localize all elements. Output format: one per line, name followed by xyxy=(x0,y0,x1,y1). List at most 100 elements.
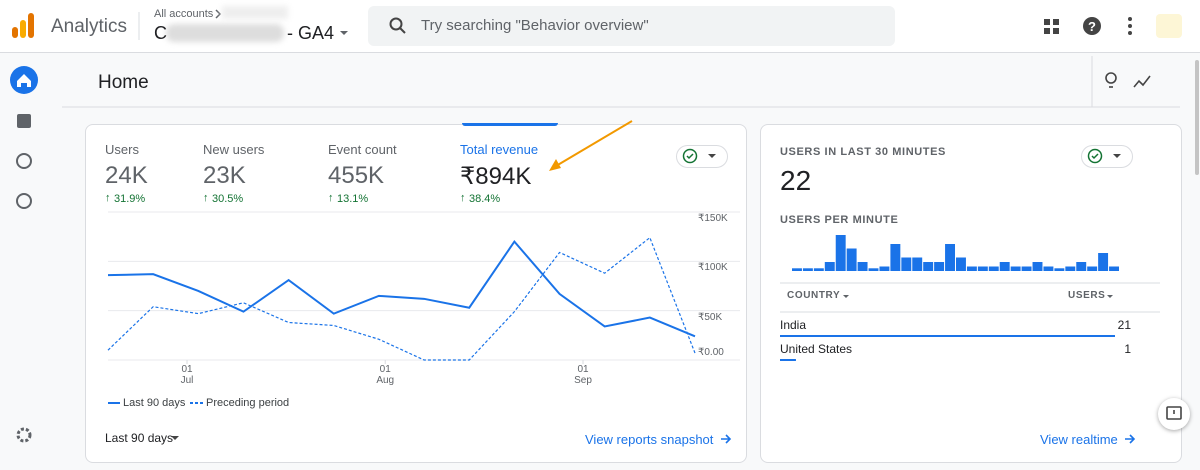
bar-title: USERS PER MINUTE xyxy=(780,214,899,226)
feedback-button[interactable] xyxy=(1158,398,1190,430)
apps-icon[interactable] xyxy=(1044,19,1059,34)
redacted xyxy=(222,6,288,19)
bar xyxy=(966,266,977,271)
search-box[interactable] xyxy=(368,6,895,46)
country-name[interactable]: United States xyxy=(780,342,853,356)
bar xyxy=(988,266,999,271)
search-icon xyxy=(389,17,403,31)
snapshot-link[interactable]: View reports snapshot xyxy=(585,432,714,447)
breadcrumb[interactable]: All accounts xyxy=(154,8,214,20)
line-series xyxy=(107,236,696,361)
realtime-link[interactable]: View realtime xyxy=(1040,432,1118,447)
metric-label[interactable]: New users xyxy=(203,142,265,157)
y-tick-label: ₹150K xyxy=(698,213,728,224)
nav-settings[interactable] xyxy=(16,427,32,443)
realtime-total: 22 xyxy=(780,165,812,196)
y-tick-label: ₹50K xyxy=(698,311,723,323)
insights-icon[interactable] xyxy=(1105,72,1117,84)
nav-advertising[interactable] xyxy=(16,193,32,209)
metric-label[interactable]: Total revenue xyxy=(460,142,539,157)
nav-reports[interactable] xyxy=(17,114,31,128)
country-users: 21 xyxy=(1117,318,1131,332)
caret[interactable] xyxy=(340,31,348,35)
bar xyxy=(1021,266,1032,271)
more-icon[interactable] xyxy=(1128,17,1132,35)
comparison-toggle[interactable] xyxy=(676,145,728,168)
column-header[interactable]: USERS xyxy=(1068,290,1106,301)
metric-change: 38.4% xyxy=(469,193,501,205)
feedback-icon xyxy=(1166,406,1182,420)
bar xyxy=(999,262,1010,271)
plot xyxy=(107,211,1119,364)
scrollbar[interactable] xyxy=(1195,60,1199,175)
bar xyxy=(824,262,835,271)
realtime-title: USERS IN LAST 30 MINUTES xyxy=(780,146,946,158)
up-arrow: ↑ xyxy=(460,192,466,204)
up-arrow: ↑ xyxy=(328,192,334,204)
overview-card xyxy=(85,124,747,463)
check-icon xyxy=(1091,153,1099,160)
legend-label: Last 90 days xyxy=(123,397,186,409)
page-title: Home xyxy=(98,72,149,93)
users-bar xyxy=(780,359,796,361)
metric-value: ₹894K xyxy=(460,163,532,190)
country-users: 1 xyxy=(1124,342,1131,356)
metric-label[interactable]: Users xyxy=(105,142,139,157)
check-icon xyxy=(686,153,694,160)
bar xyxy=(835,235,846,271)
bar xyxy=(1043,266,1054,271)
y-tick-label: ₹0.00 xyxy=(698,347,724,358)
bar xyxy=(890,244,901,271)
users-bar xyxy=(780,335,1115,337)
bar xyxy=(912,257,923,271)
metric-value: 23K xyxy=(203,162,246,189)
check-icon xyxy=(1087,148,1103,164)
nav-explore[interactable] xyxy=(16,153,32,169)
help-glyph: ? xyxy=(1088,19,1096,34)
account-name: C xyxy=(154,23,167,43)
bar xyxy=(1109,266,1119,271)
product-name: Analytics xyxy=(51,16,128,37)
bar xyxy=(1076,262,1087,271)
x-tick-label: 01 Aug xyxy=(376,364,395,386)
bar xyxy=(923,262,934,271)
home-glyph xyxy=(17,74,31,87)
help-icon[interactable] xyxy=(1083,17,1101,35)
bar xyxy=(1054,268,1065,271)
annotation-arrowhead xyxy=(549,159,561,171)
metric-label[interactable]: Event count xyxy=(328,142,397,157)
bar xyxy=(1010,266,1021,271)
bar xyxy=(977,266,988,271)
bar xyxy=(945,244,955,271)
bar xyxy=(802,268,813,271)
redacted xyxy=(166,24,284,42)
country-name[interactable]: India xyxy=(780,318,807,332)
bar xyxy=(857,262,868,271)
up-arrow: ↑ xyxy=(203,192,209,204)
column-header[interactable]: COUNTRY xyxy=(787,290,841,301)
legend-label: Preceding period xyxy=(206,397,290,409)
property-name[interactable]: - GA4 xyxy=(287,23,335,43)
annotation-arrow xyxy=(555,120,633,167)
date-range[interactable]: Last 90 days xyxy=(105,431,174,445)
metric-change: 31.9% xyxy=(114,193,146,205)
line-series xyxy=(107,239,696,338)
selected-tab-indicator xyxy=(462,123,558,126)
bar xyxy=(901,257,912,271)
trend-icon[interactable] xyxy=(1133,75,1151,88)
bar xyxy=(1087,266,1098,271)
bar xyxy=(1065,266,1076,271)
caret xyxy=(843,295,849,298)
link-arrow xyxy=(721,434,732,444)
metric-change: 13.1% xyxy=(337,193,369,205)
bar xyxy=(1032,262,1043,271)
x-tick-label: 01 Sep xyxy=(574,364,592,386)
search-placeholder[interactable]: Try searching "Behavior overview" xyxy=(421,17,649,34)
caret xyxy=(708,154,716,158)
comparison-toggle[interactable] xyxy=(1081,145,1133,168)
bar xyxy=(956,257,966,271)
avatar[interactable] xyxy=(1156,14,1182,38)
logo-bar xyxy=(28,13,34,38)
